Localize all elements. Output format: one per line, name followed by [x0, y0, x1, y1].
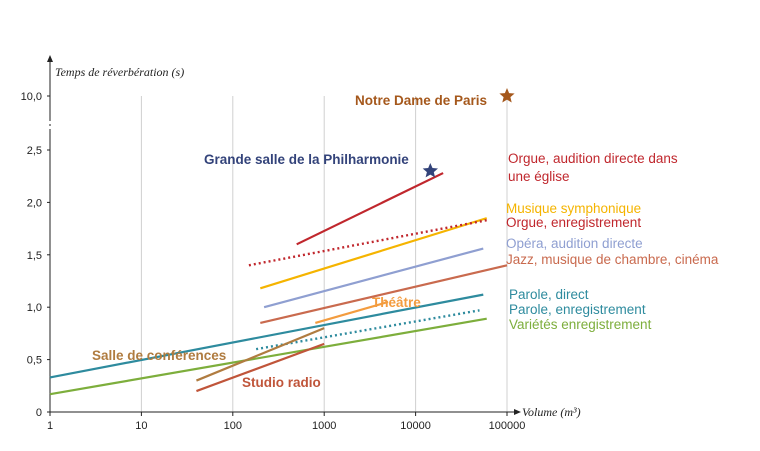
y-axis-arrow — [47, 55, 53, 62]
x-axis-arrow — [514, 409, 521, 415]
star-marker — [422, 163, 438, 178]
axes — [47, 55, 521, 416]
y-tick-label: 0 — [36, 407, 42, 419]
series-line-orgue-enregistrement — [248, 219, 487, 267]
series-line-jazz-musique-de-chambre-cinéma — [260, 264, 508, 324]
series-line-parole-direct — [49, 293, 484, 379]
label-orgue-direct-1: Orgue, audition directe dans — [508, 151, 678, 166]
x-axis-title: Volume (m³) — [522, 405, 581, 419]
label-orgue-direct-2: une église — [508, 169, 570, 184]
x-tick-label: 100000 — [489, 420, 526, 432]
star-marker — [499, 88, 515, 103]
x-tick-label: 1 — [47, 420, 53, 432]
y-tick-label: 1,0 — [27, 302, 42, 314]
label-orgue-enregistrement: Orgue, enregistrement — [506, 215, 641, 230]
label-notre-dame: Notre Dame de Paris — [355, 93, 487, 108]
label-salle-conferences: Salle de conférences — [92, 348, 226, 363]
label-varietes: Variétés enregistrement — [509, 317, 652, 332]
label-theatre: Théâtre — [372, 295, 421, 310]
label-parole-enregistrement: Parole, enregistrement — [509, 302, 646, 317]
label-parole-direct: Parole, direct — [509, 287, 589, 302]
y-tick-label: 10,0 — [21, 91, 42, 103]
label-musique-symphonique: Musique symphonique — [506, 201, 641, 216]
tick-labels: 0 0,5 1,0 1,5 2,0 2,5 10,0 1 10 100 1000 10000 10000… — [21, 91, 526, 432]
y-axis-title: Temps de réverbération (s) — [55, 65, 184, 79]
y-tick-label: 2,5 — [27, 145, 42, 157]
label-studio-radio: Studio radio — [242, 375, 321, 390]
x-tick-label: 1000 — [312, 420, 336, 432]
y-tick-label: 1,5 — [27, 250, 42, 262]
series-line-salle-de-conférences — [196, 327, 325, 382]
y-tick-label: 0,5 — [27, 355, 42, 367]
series-line-opéra-audition-directe — [263, 247, 484, 309]
y-tick-label: 2,0 — [27, 197, 42, 209]
series-line-orgue-audition-directe-dans-une-église — [296, 172, 444, 246]
label-jazz: Jazz, musique de chambre, cinéma — [506, 252, 719, 267]
label-philharmonie: Grande salle de la Philharmonie — [204, 152, 409, 167]
x-tick-label: 100 — [224, 420, 242, 432]
x-tick-label: 10 — [135, 420, 147, 432]
series-layer — [49, 88, 515, 396]
series-line-théâtre — [315, 300, 389, 324]
x-tick-label: 10000 — [400, 420, 431, 432]
grid — [140, 96, 508, 412]
series-line-variétés-enregistrement — [49, 317, 487, 396]
series-line-musique-symphonique — [259, 217, 488, 290]
series-line-studio-radio — [196, 342, 325, 393]
label-opera: Opéra, audition directe — [506, 236, 643, 251]
